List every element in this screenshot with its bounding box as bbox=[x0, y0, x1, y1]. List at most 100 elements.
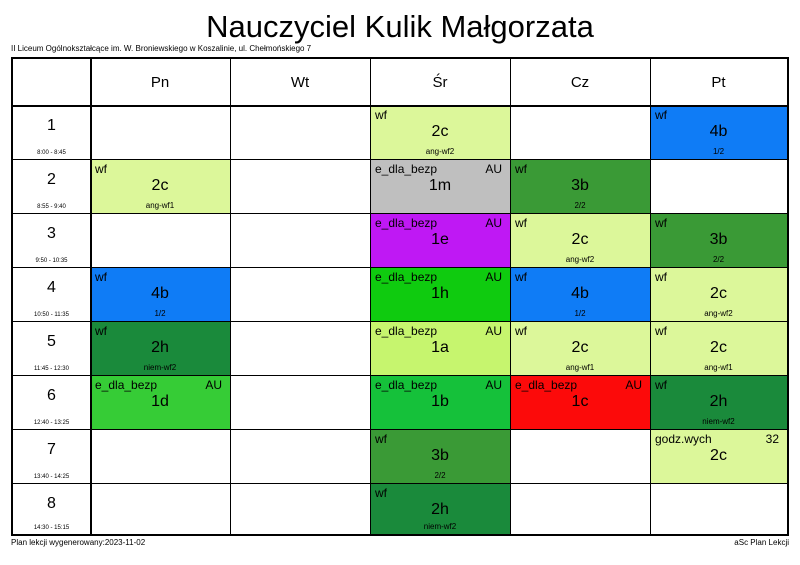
lesson-cell[interactable]: e_dla_bezp AU 1b bbox=[370, 375, 510, 429]
lesson-class: 2h bbox=[431, 501, 449, 518]
lesson-group: niem-wf2 bbox=[143, 363, 177, 372]
lesson-cell[interactable]: wf 3b 2/2 bbox=[510, 159, 650, 213]
lesson-group: 1/2 bbox=[154, 309, 166, 318]
grid-line-vertical bbox=[230, 59, 231, 534]
app-name: aSc Plan Lekcji bbox=[734, 538, 789, 547]
lesson-cell[interactable]: wf 2c ang-wf2 bbox=[510, 213, 650, 267]
period-label: 7 13:40 - 14:25 bbox=[13, 429, 90, 483]
lesson-group: ang-wf1 bbox=[565, 363, 595, 372]
lesson-room: AU bbox=[485, 216, 502, 230]
lesson-subject: wf bbox=[655, 324, 667, 338]
period-label: 4 10:50 - 11:35 bbox=[13, 267, 90, 321]
grid-line-horizontal bbox=[13, 375, 787, 376]
lesson-group: niem-wf2 bbox=[702, 417, 735, 426]
lesson-class: 2c bbox=[571, 231, 589, 248]
lesson-cell[interactable]: wf 4b 1/2 bbox=[90, 267, 230, 321]
lesson-cell[interactable]: wf 3b 2/2 bbox=[650, 213, 787, 267]
lesson-subject: wf bbox=[655, 216, 667, 230]
lesson-subject: wf bbox=[515, 270, 527, 284]
day-header-3: Cz bbox=[570, 73, 590, 91]
period-time: 13:40 - 14:25 bbox=[33, 474, 70, 480]
lesson-cell[interactable]: e_dla_bezp AU 1a bbox=[370, 321, 510, 375]
day-header-4: Pt bbox=[711, 73, 726, 91]
period-time: 10:50 - 11:35 bbox=[34, 312, 69, 318]
lesson-class: 4b bbox=[709, 123, 728, 140]
lesson-cell[interactable]: wf 2c ang-wf1 bbox=[650, 321, 787, 375]
lesson-group: ang-wf1 bbox=[145, 201, 175, 210]
lesson-cell[interactable]: wf 2c ang-wf1 bbox=[90, 159, 230, 213]
period-number: 4 bbox=[47, 279, 56, 296]
lesson-class: 2h bbox=[151, 339, 169, 356]
lesson-subject: wf bbox=[655, 378, 667, 392]
lesson-subject: e_dla_bezp bbox=[375, 162, 438, 176]
lesson-class: 2c bbox=[151, 177, 169, 194]
lesson-subject: e_dla_bezp bbox=[375, 270, 438, 284]
lesson-group: ang-wf2 bbox=[704, 309, 733, 318]
lesson-group: ang-wf2 bbox=[425, 147, 455, 156]
lesson-subject: wf bbox=[375, 432, 387, 446]
lesson-cell[interactable]: wf 4b 1/2 bbox=[650, 105, 787, 159]
lesson-class: 3b bbox=[571, 177, 589, 194]
lesson-subject: e_dla_bezp bbox=[375, 378, 438, 392]
lesson-cell[interactable]: e_dla_bezp AU 1m bbox=[370, 159, 510, 213]
lesson-cell[interactable]: e_dla_bezp AU 1h bbox=[370, 267, 510, 321]
lesson-class: 1d bbox=[151, 393, 169, 410]
period-number: 3 bbox=[47, 225, 56, 242]
lesson-cell[interactable]: wf 2c ang-wf1 bbox=[510, 321, 650, 375]
lesson-cell[interactable]: e_dla_bezp AU 1e bbox=[370, 213, 510, 267]
lesson-cell[interactable]: wf 3b 2/2 bbox=[370, 429, 510, 483]
page-title: Nauczyciel Kulik Małgorzata bbox=[206, 9, 594, 44]
lesson-subject: e_dla_bezp bbox=[375, 324, 438, 338]
period-label: 2 8:55 - 9:40 bbox=[13, 159, 90, 213]
lesson-class: 2c bbox=[710, 285, 727, 302]
lesson-cell[interactable]: e_dla_bezp AU 1d bbox=[90, 375, 230, 429]
grid-line-horizontal bbox=[13, 105, 787, 107]
school-name: II Liceum Ogólnokształcące im. W. Bronie… bbox=[11, 44, 312, 53]
lesson-class: 1a bbox=[431, 339, 449, 356]
lesson-class: 1c bbox=[571, 393, 589, 410]
period-label: 6 12:40 - 13:25 bbox=[13, 375, 90, 429]
lesson-subject: e_dla_bezp bbox=[375, 216, 438, 230]
period-label: 5 11:45 - 12:30 bbox=[13, 321, 90, 375]
lesson-cell[interactable]: wf 4b 1/2 bbox=[510, 267, 650, 321]
lesson-cell[interactable]: wf 2h niem-wf2 bbox=[650, 375, 787, 429]
lesson-subject: wf bbox=[375, 486, 387, 500]
lesson-group: 2/2 bbox=[434, 471, 446, 480]
lesson-subject: wf bbox=[95, 162, 107, 176]
period-label: 1 8:00 - 8:45 bbox=[13, 105, 90, 159]
period-time: 8:55 - 9:40 bbox=[37, 204, 66, 210]
lesson-cell[interactable]: wf 2c ang-wf2 bbox=[650, 267, 787, 321]
lesson-room: AU bbox=[205, 378, 222, 392]
lesson-subject: e_dla_bezp bbox=[515, 378, 578, 392]
lesson-cell[interactable]: wf 2h niem-wf2 bbox=[90, 321, 230, 375]
grid-line-vertical bbox=[370, 59, 371, 534]
lesson-class: 3b bbox=[431, 447, 449, 464]
lesson-group: 1/2 bbox=[712, 147, 725, 156]
lesson-class: 1h bbox=[431, 285, 449, 302]
period-number: 5 bbox=[47, 333, 56, 350]
lesson-class: 3b bbox=[709, 231, 728, 248]
period-number: 1 bbox=[47, 117, 56, 134]
period-time: 9:50 - 10:35 bbox=[35, 258, 68, 264]
grid-line-vertical bbox=[510, 59, 511, 534]
lesson-cell[interactable]: godz.wych 32 2c bbox=[650, 429, 787, 483]
grid-line-horizontal bbox=[13, 483, 787, 484]
lesson-subject: wf bbox=[95, 324, 107, 338]
period-time: 14:30 - 15:15 bbox=[33, 525, 70, 531]
lesson-subject: wf bbox=[95, 270, 107, 284]
lesson-group: niem-wf2 bbox=[423, 522, 457, 531]
period-label: 8 14:30 - 15:15 bbox=[13, 483, 90, 534]
grid-line-horizontal bbox=[13, 429, 787, 430]
lesson-class: 2c bbox=[710, 339, 727, 356]
lesson-cell[interactable]: e_dla_bezp AU 1c bbox=[510, 375, 650, 429]
lesson-class: 4b bbox=[571, 285, 589, 302]
lesson-subject: wf bbox=[655, 270, 667, 284]
lesson-class: 1m bbox=[428, 177, 452, 194]
period-time: 8:00 - 8:45 bbox=[37, 150, 66, 156]
lesson-room: AU bbox=[485, 270, 502, 284]
lesson-cell[interactable]: wf 2h niem-wf2 bbox=[370, 483, 510, 534]
day-header-0: Pn bbox=[150, 73, 170, 91]
lesson-cell[interactable]: wf 2c ang-wf2 bbox=[370, 105, 510, 159]
period-number: 6 bbox=[47, 387, 56, 404]
lesson-room: AU bbox=[485, 162, 502, 176]
